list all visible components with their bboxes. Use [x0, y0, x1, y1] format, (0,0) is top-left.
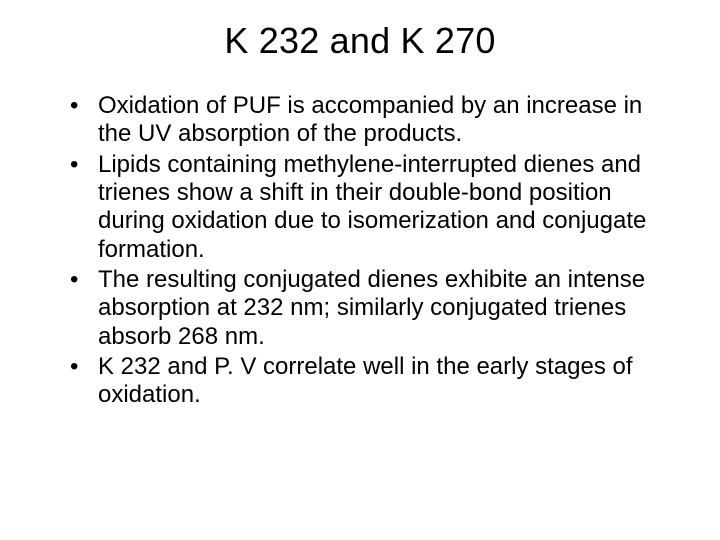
slide: K 232 and K 270 Oxidation of PUF is acco… — [0, 0, 720, 540]
slide-title: K 232 and K 270 — [50, 20, 670, 62]
bullet-list: Oxidation of PUF is accompanied by an in… — [70, 92, 670, 409]
bullet-item: K 232 and P. V correlate well in the ear… — [70, 353, 670, 410]
bullet-item: Lipids containing methylene-interrupted … — [70, 151, 670, 264]
bullet-item: The resulting conjugated dienes exhibite… — [70, 266, 670, 351]
bullet-item: Oxidation of PUF is accompanied by an in… — [70, 92, 670, 149]
